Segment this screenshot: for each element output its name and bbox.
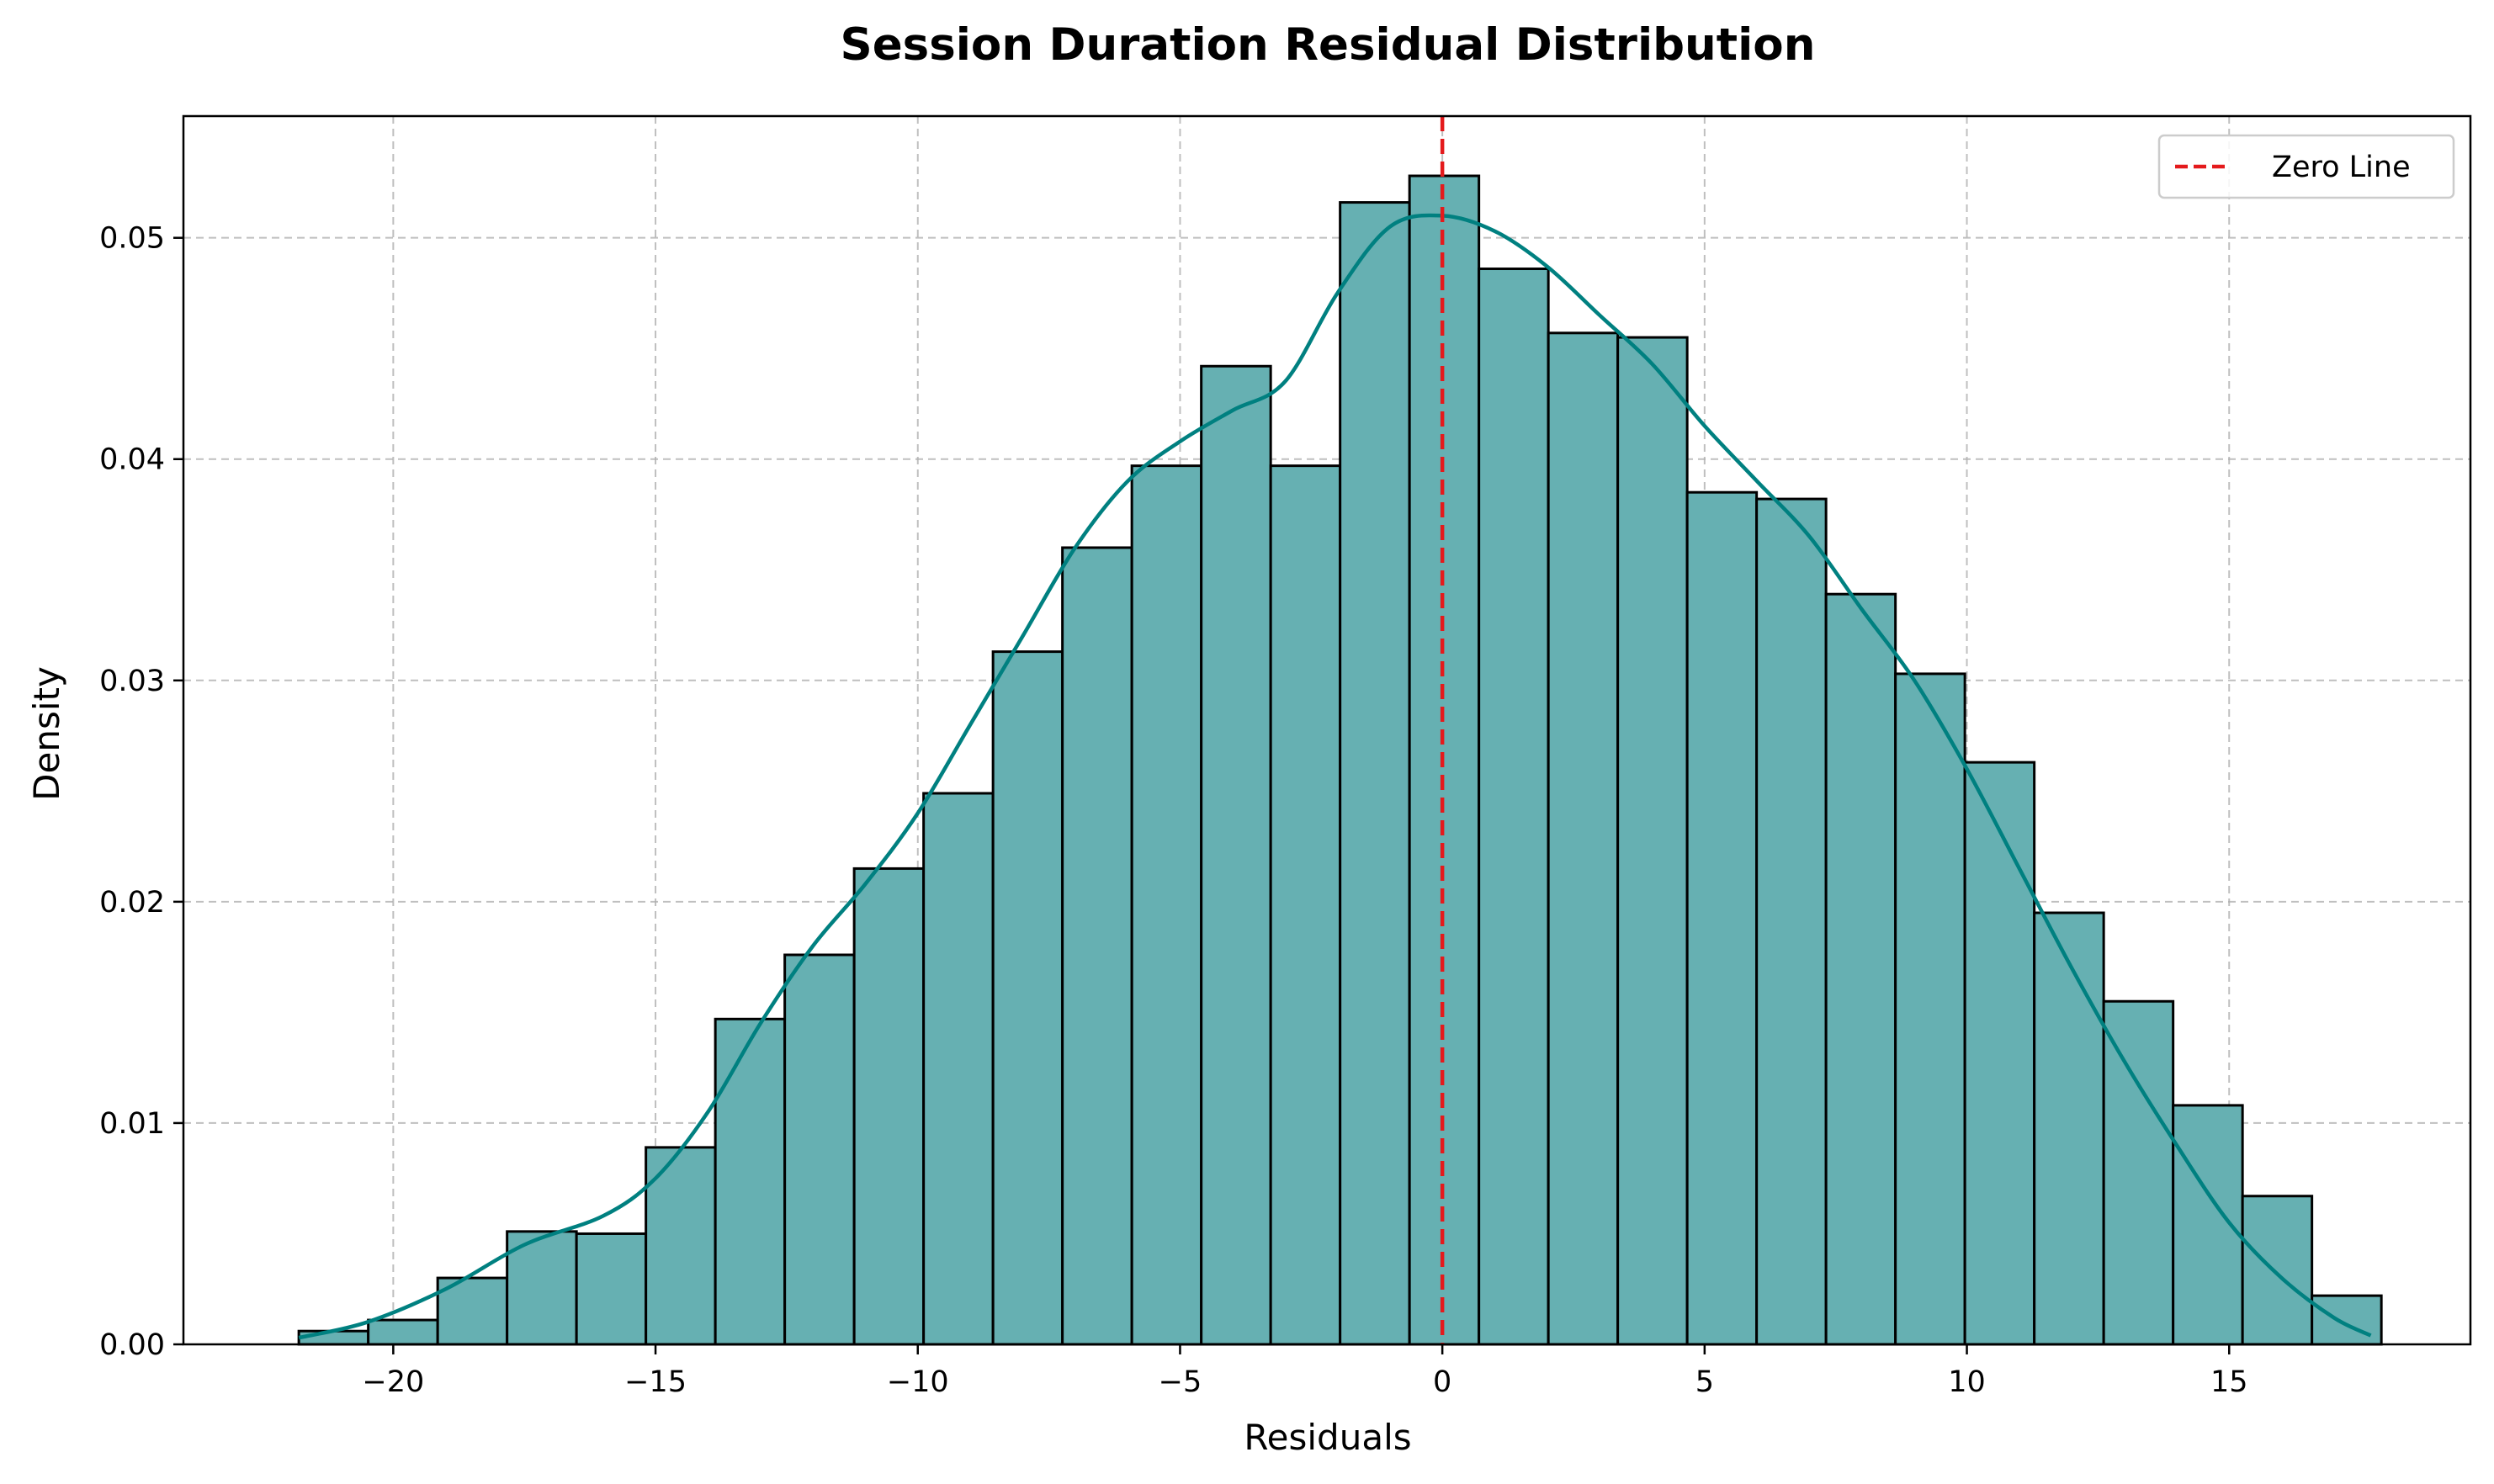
histogram-bar (1963, 761, 2036, 1346)
histogram-bar (1824, 592, 1897, 1346)
histogram-bar (2033, 911, 2105, 1346)
histogram-bar (1061, 546, 1133, 1346)
kde-curve (298, 213, 2372, 1340)
x-tick-label: −5 (1159, 1365, 1202, 1399)
histogram-bar (1130, 464, 1203, 1346)
y-axis-label: Density (26, 666, 67, 801)
plot-frame (182, 114, 2472, 1346)
histogram-bar (575, 1232, 648, 1346)
histogram-bar (1269, 464, 1342, 1346)
y-tick-label: 0.04 (99, 443, 165, 477)
x-tick-label: 10 (1948, 1365, 1986, 1399)
y-tick-label: 0.05 (99, 222, 165, 256)
y-tick-label: 0.03 (99, 665, 165, 698)
y-tick-label: 0.01 (99, 1107, 165, 1141)
histogram-bar (297, 1329, 370, 1346)
histogram-bar (2241, 1195, 2314, 1346)
y-tick-label: 0.02 (99, 886, 165, 920)
histogram-bar (1616, 336, 1689, 1346)
histogram-bar (991, 650, 1064, 1346)
histogram-bar (922, 792, 995, 1346)
x-tick-label: −20 (362, 1365, 424, 1399)
histogram-bar (783, 953, 856, 1346)
x-tick-label: −15 (624, 1365, 687, 1399)
histogram-bar (1894, 672, 1966, 1346)
y-tick-label: 0.00 (99, 1328, 165, 1362)
x-tick-label: 0 (1433, 1365, 1451, 1399)
histogram-bar (1339, 201, 1411, 1346)
histogram-bar (1478, 268, 1550, 1346)
histogram-bar (367, 1318, 439, 1346)
histogram-bar (2102, 999, 2175, 1346)
x-tick-label: −10 (887, 1365, 949, 1399)
y-axis-ticks: 0.00 0.01 0.02 0.03 0.04 0.05 (99, 222, 183, 1362)
histogram-bar (852, 867, 926, 1346)
histogram-bar (1200, 364, 1272, 1346)
legend-box (2157, 134, 2455, 199)
x-tick-label: 5 (1695, 1365, 1714, 1399)
histogram-bar (1408, 174, 1481, 1346)
x-tick-label: 15 (2210, 1365, 2248, 1399)
histogram-bars (297, 174, 2383, 1346)
histogram-bar (1685, 490, 1759, 1346)
legend-label-zero-line: Zero Line (2272, 151, 2411, 184)
histogram-bar (1547, 331, 1620, 1346)
histogram-bar (714, 1017, 787, 1346)
x-axis-label: Residuals (1244, 1417, 1411, 1458)
histogram-bar (1755, 497, 1828, 1346)
legend: Zero Line (2157, 134, 2455, 199)
chart-title: Session Duration Residual Distribution (841, 19, 1816, 71)
histogram-bar (2311, 1294, 2383, 1346)
x-axis-ticks: −20 −15 −10 −5 0 5 10 15 (362, 1344, 2248, 1399)
